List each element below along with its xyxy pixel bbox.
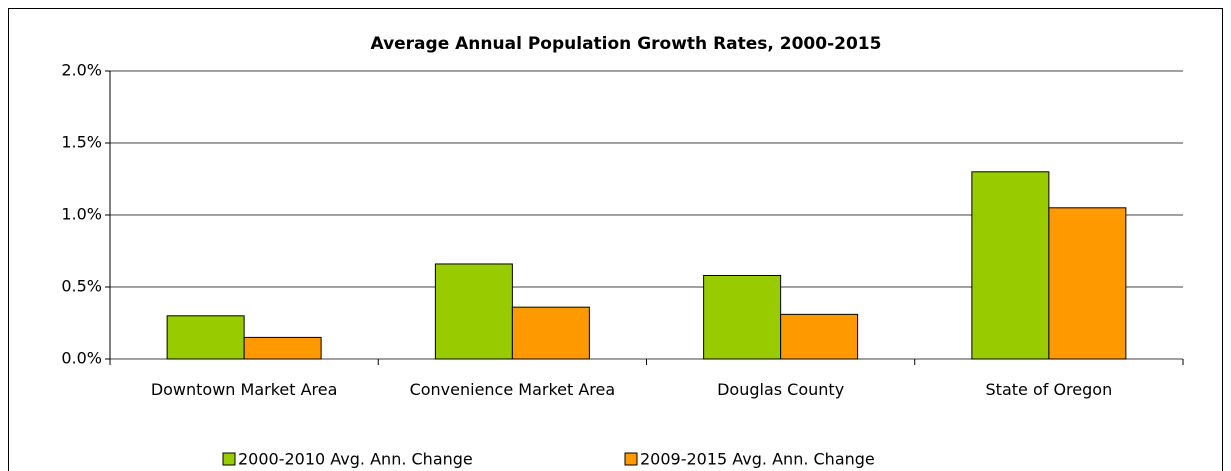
legend-label: 2009-2015 Avg. Ann. Change — [640, 450, 875, 469]
y-tick-label: 1.5% — [61, 133, 102, 152]
bar — [243, 336, 322, 360]
bar — [971, 171, 1050, 360]
y-tick-label: 1.0% — [61, 205, 102, 224]
y-tick-label: 2.0% — [61, 61, 102, 80]
bar — [166, 315, 245, 360]
bar — [434, 263, 513, 360]
y-tick-label: 0.0% — [61, 349, 102, 368]
x-tick-label: State of Oregon — [985, 380, 1113, 399]
x-tick-label: Convenience Market Area — [409, 380, 616, 399]
x-tick-label: Douglas County — [717, 380, 845, 399]
bar — [511, 306, 590, 360]
chart-border — [8, 8, 1223, 471]
legend-swatch — [624, 452, 638, 466]
legend-label: 2000-2010 Avg. Ann. Change — [238, 450, 473, 469]
bar — [703, 274, 782, 360]
legend-swatch — [222, 452, 236, 466]
bar — [1048, 207, 1127, 360]
bar — [780, 313, 859, 360]
y-tick-label: 0.5% — [61, 277, 102, 296]
chart-title: Average Annual Population Growth Rates, … — [371, 34, 882, 54]
x-tick-label: Downtown Market Area — [150, 380, 338, 399]
